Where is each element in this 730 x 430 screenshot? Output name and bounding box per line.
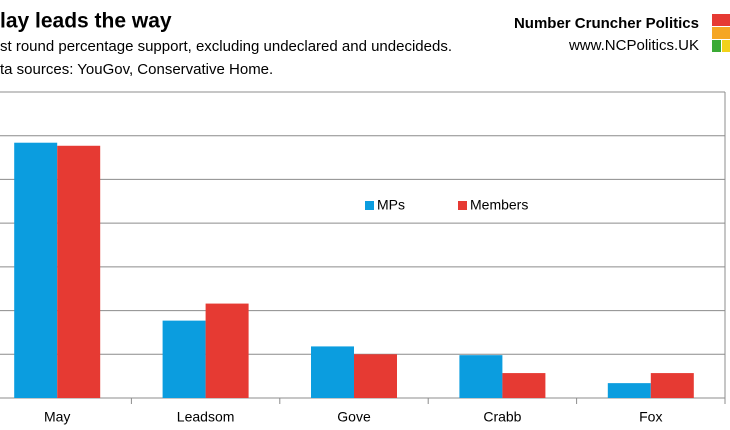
x-tick-label: May (44, 409, 70, 425)
bar (354, 354, 397, 398)
logo (712, 14, 730, 52)
legend-label: Members (470, 197, 528, 213)
legend-swatch (365, 201, 374, 210)
logo-square (712, 40, 721, 52)
bar (650, 373, 694, 398)
bar (311, 346, 354, 398)
bar (14, 142, 58, 398)
logo-square (712, 14, 730, 26)
legend-swatch (458, 201, 467, 210)
bar (162, 320, 206, 398)
x-tick-label: Fox (639, 409, 662, 425)
chart-subtitle: st round percentage support, excluding u… (0, 38, 452, 55)
brand: Number Cruncher Politics (514, 15, 699, 32)
bar (607, 383, 651, 398)
bar (57, 145, 101, 398)
logo-square (722, 40, 730, 52)
bar (459, 355, 503, 398)
website: www.NCPolitics.UK (568, 37, 699, 54)
x-tick-label: Gove (337, 409, 371, 425)
x-tick-label: Crabb (483, 409, 521, 425)
chart-title: lay leads the way (0, 10, 172, 33)
legend-label: MPs (377, 197, 405, 213)
logo-square (712, 27, 730, 39)
x-tick-label: Leadsom (177, 409, 235, 425)
chart-source: ta sources: YouGov, Conservative Home. (0, 61, 273, 78)
bar (205, 303, 249, 398)
bar (502, 373, 546, 398)
